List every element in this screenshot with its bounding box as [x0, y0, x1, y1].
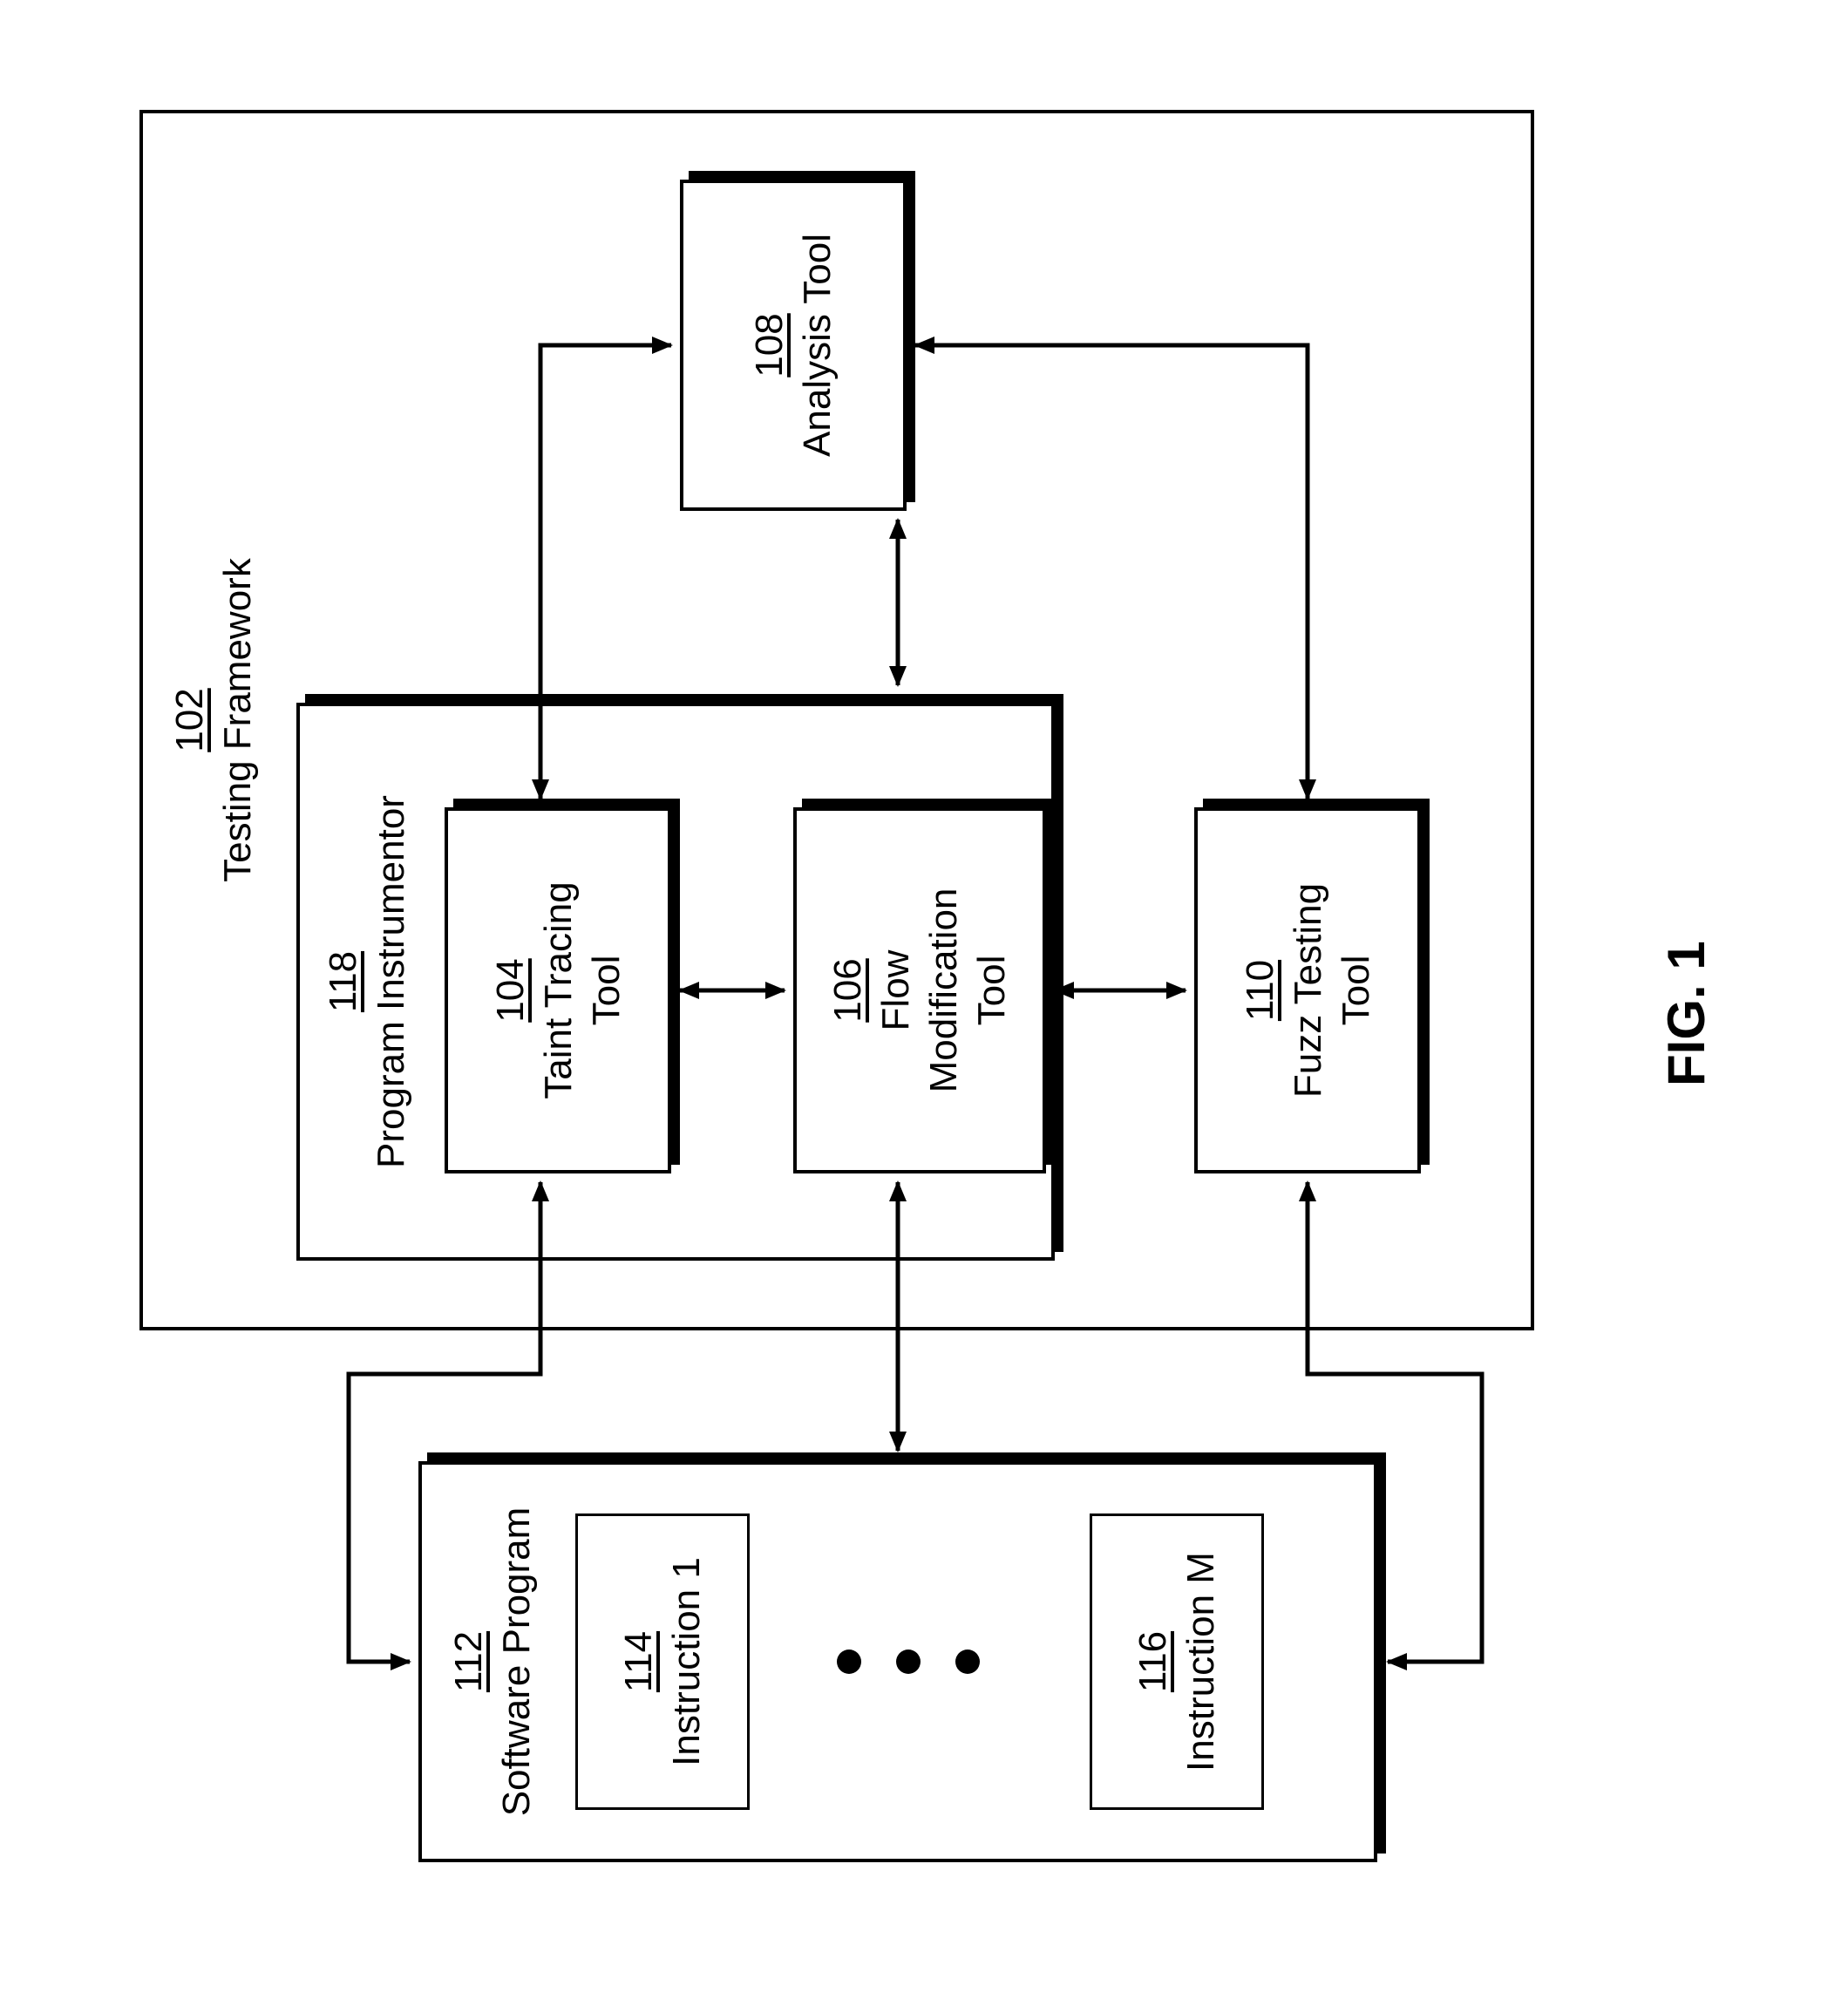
fuzz-tool-ref: 110: [1239, 960, 1281, 1021]
software-program-text: Software Program: [495, 1507, 538, 1817]
analysis-tool-box: 108 Analysis Tool: [680, 180, 907, 511]
testing-framework-label: 102 Testing Framework: [166, 113, 262, 1327]
dot-icon: [896, 1649, 921, 1674]
fuzz-tool-line1: Fuzz Testing: [1287, 883, 1329, 1098]
taint-tracing-tool-label: 104 Taint Tracing Tool: [486, 881, 630, 1099]
taint-tracing-tool-box: 104 Taint Tracing Tool: [445, 807, 671, 1173]
analysis-tool-ref: 108: [748, 313, 791, 377]
analysis-tool-label: 108 Analysis Tool: [745, 234, 841, 457]
flow-mod-tool-line3: Tool: [970, 956, 1013, 1026]
diagram-canvas: 102 Testing Framework 118 Program Instru…: [0, 0, 1848, 1993]
taint-tracing-tool-ref: 104: [489, 958, 532, 1022]
ellipsis-dots: [837, 1649, 980, 1674]
program-instrumentor-label: 118 Program Instrumentor: [319, 706, 415, 1257]
flow-mod-tool-line1: Flow: [874, 950, 917, 1031]
instruction-m-box: 116 Instruction M: [1090, 1513, 1264, 1810]
instruction-m-text: Instruction M: [1179, 1552, 1222, 1772]
instruction-m-label: 116 Instruction M: [1129, 1552, 1225, 1772]
dot-icon: [955, 1649, 980, 1674]
fuzz-tool-label: 110 Fuzz Testing Tool: [1236, 883, 1380, 1098]
instruction-1-label: 114 Instruction 1: [615, 1557, 710, 1766]
flow-mod-tool-ref: 106: [826, 958, 869, 1022]
instruction-1-ref: 114: [617, 1631, 660, 1692]
software-program-label: 112 Software Program: [445, 1465, 540, 1859]
instruction-1-text: Instruction 1: [665, 1557, 708, 1766]
flow-mod-tool-box: 106 Flow Modification Tool: [793, 807, 1046, 1173]
program-instrumentor-ref: 118: [322, 951, 364, 1012]
program-instrumentor-text: Program Instrumentor: [370, 795, 412, 1168]
taint-tracing-tool-line2: Tool: [585, 956, 628, 1026]
testing-framework-text: Testing Framework: [216, 558, 259, 882]
fuzz-tool-line2: Tool: [1335, 956, 1377, 1026]
instruction-m-ref: 116: [1131, 1631, 1174, 1692]
flow-mod-tool-label: 106 Flow Modification Tool: [824, 888, 1016, 1093]
flow-mod-tool-line2: Modification: [922, 888, 965, 1093]
dot-icon: [837, 1649, 861, 1674]
testing-framework-ref: 102: [168, 688, 211, 752]
software-program-ref: 112: [447, 1631, 490, 1692]
taint-tracing-tool-line1: Taint Tracing: [537, 881, 580, 1099]
fuzz-tool-box: 110 Fuzz Testing Tool: [1194, 807, 1421, 1173]
analysis-tool-text: Analysis Tool: [796, 234, 839, 457]
instruction-1-box: 114 Instruction 1: [575, 1513, 750, 1810]
figure-label: FIG. 1: [1656, 941, 1716, 1086]
